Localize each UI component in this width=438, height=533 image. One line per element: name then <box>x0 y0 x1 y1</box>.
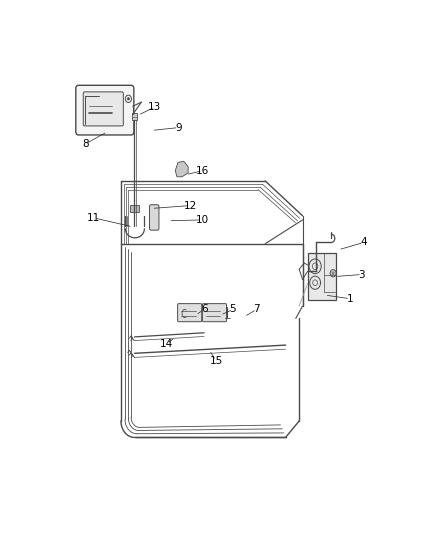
Text: 7: 7 <box>254 304 260 314</box>
Text: 9: 9 <box>175 123 182 133</box>
Text: 6: 6 <box>201 304 208 314</box>
Text: 16: 16 <box>196 166 209 176</box>
Text: 5: 5 <box>230 304 236 314</box>
Circle shape <box>127 98 130 100</box>
FancyBboxPatch shape <box>307 253 336 300</box>
Circle shape <box>330 270 336 277</box>
Text: 10: 10 <box>196 215 209 225</box>
Text: 14: 14 <box>160 339 173 349</box>
FancyBboxPatch shape <box>178 304 202 322</box>
Polygon shape <box>175 161 188 177</box>
FancyBboxPatch shape <box>76 85 134 135</box>
FancyBboxPatch shape <box>149 205 159 230</box>
Bar <box>132 114 137 120</box>
Text: 1: 1 <box>347 294 353 304</box>
Bar <box>131 205 138 212</box>
FancyBboxPatch shape <box>83 92 124 126</box>
FancyBboxPatch shape <box>202 304 226 322</box>
Text: 15: 15 <box>209 356 223 366</box>
Text: 8: 8 <box>82 139 88 149</box>
Circle shape <box>332 272 335 275</box>
Text: 3: 3 <box>359 270 365 279</box>
Text: 12: 12 <box>184 200 197 211</box>
Text: 4: 4 <box>360 238 367 247</box>
Text: 13: 13 <box>148 102 162 112</box>
Text: 11: 11 <box>87 213 100 223</box>
